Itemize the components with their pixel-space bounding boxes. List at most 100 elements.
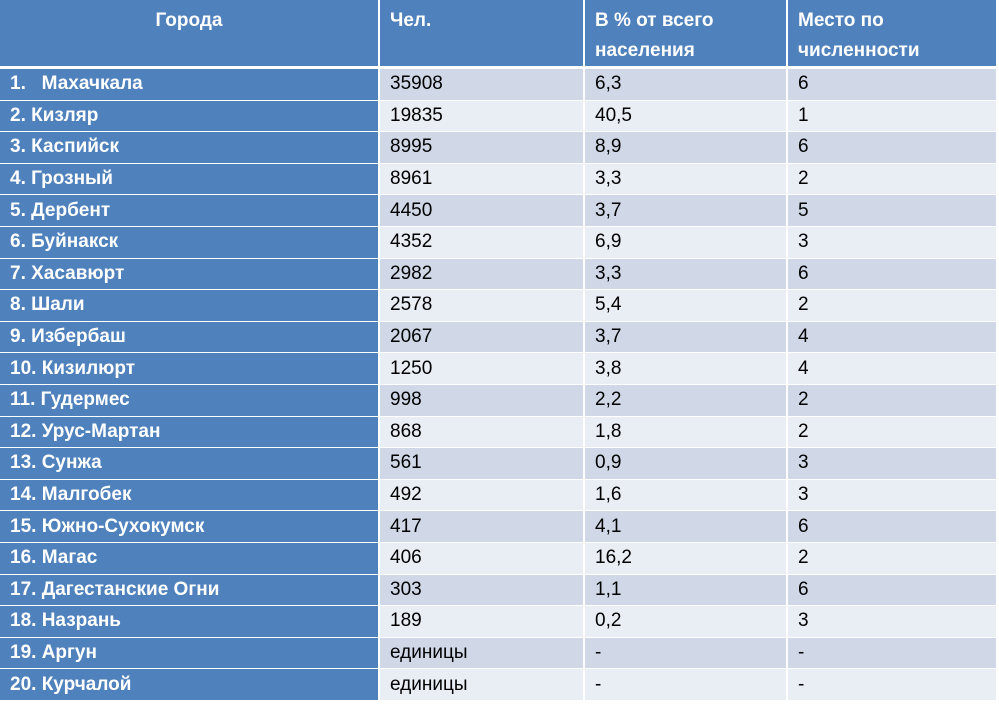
city-population-table-wrapper: Города Чел. В % от всего населения Место… (0, 0, 996, 701)
people-cell: 561 (380, 448, 585, 480)
table-row: 2. Кизляр 19835 40,5 1 (0, 100, 996, 133)
rank-cell: 6 (788, 258, 996, 291)
percent-cell: - (585, 669, 788, 701)
table-row: 5. Дербент 4450 3,7 5 (0, 195, 996, 227)
people-cell: 2067 (380, 321, 585, 354)
city-cell: 11. Гудермес (0, 384, 380, 417)
city-population-table: Города Чел. В % от всего населения Место… (0, 0, 996, 701)
table-row: 9. Избербаш 2067 3,7 4 (0, 321, 996, 354)
people-cell: 868 (380, 416, 585, 449)
city-cell: 16. Магас (0, 542, 380, 575)
percent-cell: 0,2 (585, 606, 788, 638)
percent-cell: 3,7 (585, 195, 788, 227)
table-row: 8. Шали 2578 5,4 2 (0, 290, 996, 322)
table-row: 20. Курчалой единицы - - (0, 669, 996, 701)
percent-cell: 1,6 (585, 479, 788, 512)
percent-cell: 1,8 (585, 416, 788, 449)
rank-cell: 3 (788, 226, 996, 259)
table-row: 12. Урус-Мартан 868 1,8 2 (0, 416, 996, 449)
people-cell: 492 (380, 479, 585, 512)
city-cell: 17. Дагестанские Огни (0, 574, 380, 607)
rank-cell: 5 (788, 195, 996, 227)
table-row: 18. Назрань 189 0,2 3 (0, 606, 996, 638)
people-cell: единицы (380, 669, 585, 701)
city-cell: 20. Курчалой (0, 669, 380, 701)
percent-cell: 8,9 (585, 132, 788, 164)
table-row: 3. Каспийск 8995 8,9 6 (0, 132, 996, 164)
percent-cell: 1,1 (585, 574, 788, 607)
rank-cell: 6 (788, 132, 996, 164)
rank-cell: 3 (788, 448, 996, 480)
people-cell: единицы (380, 637, 585, 670)
rank-cell: 6 (788, 69, 996, 101)
city-cell: 19. Аргун (0, 637, 380, 670)
city-cell: 2. Кизляр (0, 100, 380, 133)
city-cell: 1. Махачкала (0, 69, 380, 101)
table-body: 1. Махачкала 35908 6,3 6 2. Кизляр 19835… (0, 69, 996, 701)
percent-cell: 3,3 (585, 163, 788, 196)
header-percent: В % от всего населения (585, 0, 788, 69)
percent-cell: 4,1 (585, 511, 788, 543)
people-cell: 406 (380, 542, 585, 575)
table-row: 4. Грозный 8961 3,3 2 (0, 163, 996, 196)
rank-cell: 4 (788, 321, 996, 354)
city-cell: 8. Шали (0, 290, 380, 322)
table-row: 1. Махачкала 35908 6,3 6 (0, 69, 996, 101)
percent-cell: 5,4 (585, 290, 788, 322)
people-cell: 19835 (380, 100, 585, 133)
table-row: 16. Магас 406 16,2 2 (0, 542, 996, 575)
city-cell: 7. Хасавюрт (0, 258, 380, 291)
people-cell: 417 (380, 511, 585, 543)
header-rank: Место по численности (788, 0, 996, 69)
table-row: 10. Кизилюрт 1250 3,8 4 (0, 353, 996, 385)
percent-cell: - (585, 637, 788, 670)
percent-cell: 16,2 (585, 542, 788, 575)
people-cell: 998 (380, 384, 585, 417)
city-cell: 14. Малгобек (0, 479, 380, 512)
percent-cell: 40,5 (585, 100, 788, 133)
rank-cell: 2 (788, 416, 996, 449)
people-cell: 303 (380, 574, 585, 607)
people-cell: 4352 (380, 226, 585, 259)
city-cell: 9. Избербаш (0, 321, 380, 354)
people-cell: 2578 (380, 290, 585, 322)
header-city: Города (0, 0, 380, 69)
header-row: Города Чел. В % от всего населения Место… (0, 0, 996, 69)
percent-cell: 2,2 (585, 384, 788, 417)
people-cell: 8961 (380, 163, 585, 196)
table-row: 15. Южно-Сухокумск 417 4,1 6 (0, 511, 996, 543)
city-cell: 4. Грозный (0, 163, 380, 196)
rank-cell: 3 (788, 606, 996, 638)
table-row: 17. Дагестанские Огни 303 1,1 6 (0, 574, 996, 607)
people-cell: 35908 (380, 69, 585, 101)
rank-cell: 1 (788, 100, 996, 133)
table-row: 14. Малгобек 492 1,6 3 (0, 479, 996, 512)
people-cell: 2982 (380, 258, 585, 291)
percent-cell: 3,8 (585, 353, 788, 385)
header-people: Чел. (380, 0, 585, 69)
percent-cell: 3,3 (585, 258, 788, 291)
percent-cell: 6,9 (585, 226, 788, 259)
city-cell: 15. Южно-Сухокумск (0, 511, 380, 543)
percent-cell: 3,7 (585, 321, 788, 354)
people-cell: 8995 (380, 132, 585, 164)
city-cell: 3. Каспийск (0, 132, 380, 164)
city-cell: 18. Назрань (0, 606, 380, 638)
table-row: 19. Аргун единицы - - (0, 637, 996, 670)
table-row: 6. Буйнакск 4352 6,9 3 (0, 226, 996, 259)
rank-cell: 2 (788, 542, 996, 575)
table-row: 7. Хасавюрт 2982 3,3 6 (0, 258, 996, 291)
rank-cell: - (788, 669, 996, 701)
rank-cell: 6 (788, 511, 996, 543)
rank-cell: 2 (788, 290, 996, 322)
rank-cell: 4 (788, 353, 996, 385)
people-cell: 1250 (380, 353, 585, 385)
rank-cell: 2 (788, 384, 996, 417)
city-cell: 12. Урус-Мартан (0, 416, 380, 449)
city-cell: 10. Кизилюрт (0, 353, 380, 385)
percent-cell: 0,9 (585, 448, 788, 480)
people-cell: 4450 (380, 195, 585, 227)
table-header: Города Чел. В % от всего населения Место… (0, 0, 996, 69)
city-cell: 13. Сунжа (0, 448, 380, 480)
rank-cell: 2 (788, 163, 996, 196)
